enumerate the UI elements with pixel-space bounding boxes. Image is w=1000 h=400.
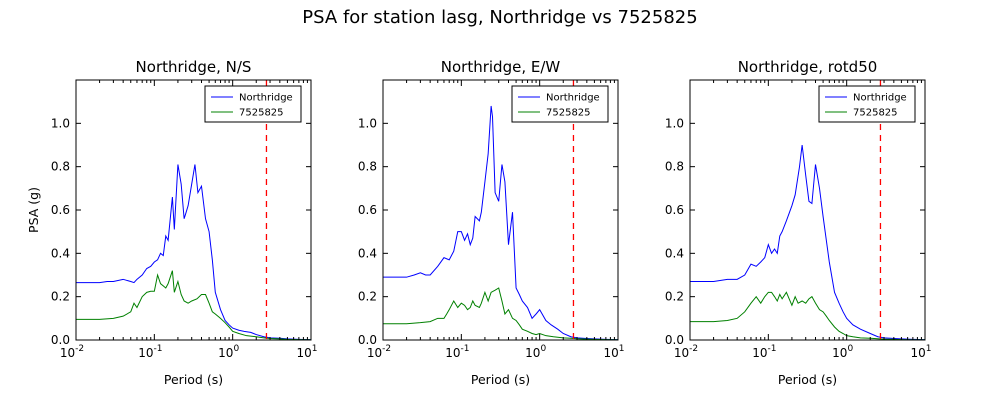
series-line-7525825 (76, 270, 311, 340)
legend-box (511, 85, 609, 123)
y-tick-label: 1.0 (51, 116, 70, 130)
y-tick-label: 0.4 (358, 246, 377, 260)
series-line-7525825 (690, 291, 925, 340)
legend: Northridge 7525825 (818, 85, 916, 123)
legend-label: 7525825 (239, 108, 284, 119)
panel-title: Northridge, N/S (136, 58, 252, 76)
x-axis-label: Period (s) (164, 372, 223, 387)
chart-panel-2: Northridge, E/W 0.0 0.2 0.4 0.6 0.8 1.0 10-2 10-… (358, 58, 625, 387)
x-tick-label: 101 (603, 344, 624, 360)
y-tick-label: 0.6 (665, 203, 684, 217)
y-tick-label: 0.4 (665, 246, 684, 260)
x-tick-label: 101 (910, 344, 931, 360)
x-tick-label: 10-1 (138, 344, 162, 360)
plot-area (383, 80, 618, 340)
y-tick-label: 0.6 (358, 203, 377, 217)
y-tick-label: 0.2 (358, 290, 377, 304)
subplot-panels: Northridge, N/S 0.0 0.2 0.4 0.6 0.8 1.0 10-2 10-… (26, 58, 932, 387)
y-tick-label: 0.8 (665, 160, 684, 174)
x-tick-label: 100 (832, 344, 853, 360)
x-tick-label: 100 (525, 344, 546, 360)
x-tick-label: 100 (218, 344, 239, 360)
x-tick-label: 101 (296, 344, 317, 360)
y-axis-label: PSA (g) (26, 187, 41, 233)
y-tick-label: 0.6 (51, 203, 70, 217)
plot-area (76, 80, 311, 340)
legend-label: 7525825 (546, 108, 591, 119)
x-tick-label: 10-2 (60, 344, 84, 360)
series-line-northridge (383, 105, 618, 340)
legend: Northridge 7525825 (204, 85, 302, 123)
chart-panel-3: Northridge, rotd50 0.0 0.2 0.4 0.6 0.8 1.0 10-2… (665, 58, 932, 387)
x-tick-label: 10-1 (445, 344, 469, 360)
x-tick-label: 10-2 (674, 344, 698, 360)
y-tick-label: 0.8 (51, 160, 70, 174)
legend-label: Northridge (546, 93, 600, 104)
series-line-northridge (76, 164, 311, 340)
legend-label: Northridge (853, 93, 907, 104)
legend-box (204, 85, 302, 123)
plot-area (690, 80, 925, 340)
y-tick-label: 0.0 (358, 333, 377, 347)
y-tick-label: 0.0 (665, 333, 684, 347)
legend-label: 7525825 (853, 108, 898, 119)
y-tick-label: 0.2 (665, 290, 684, 304)
chart-panel-1: Northridge, N/S 0.0 0.2 0.4 0.6 0.8 1.0 10-2 10-… (26, 58, 318, 387)
panel-title: Northridge, rotd50 (738, 58, 878, 76)
legend-label: Northridge (239, 93, 293, 104)
legend-box (818, 85, 916, 123)
y-tick-label: 1.0 (665, 116, 684, 130)
y-tick-label: 0.4 (51, 246, 70, 260)
y-tick-label: 1.0 (358, 116, 377, 130)
x-tick-label: 10-1 (752, 344, 776, 360)
x-axis-label: Period (s) (778, 372, 837, 387)
series-line-northridge (690, 144, 925, 340)
y-tick-label: 0.2 (51, 290, 70, 304)
series-line-7525825 (383, 287, 618, 340)
x-axis-label: Period (s) (471, 372, 530, 387)
legend: Northridge 7525825 (511, 85, 609, 123)
y-tick-label: 0.0 (51, 333, 70, 347)
figure-suptitle: PSA for station lasg, Northridge vs 7525… (302, 7, 697, 28)
x-tick-label: 10-2 (367, 344, 391, 360)
y-tick-label: 0.8 (358, 160, 377, 174)
panel-title: Northridge, E/W (441, 58, 561, 76)
